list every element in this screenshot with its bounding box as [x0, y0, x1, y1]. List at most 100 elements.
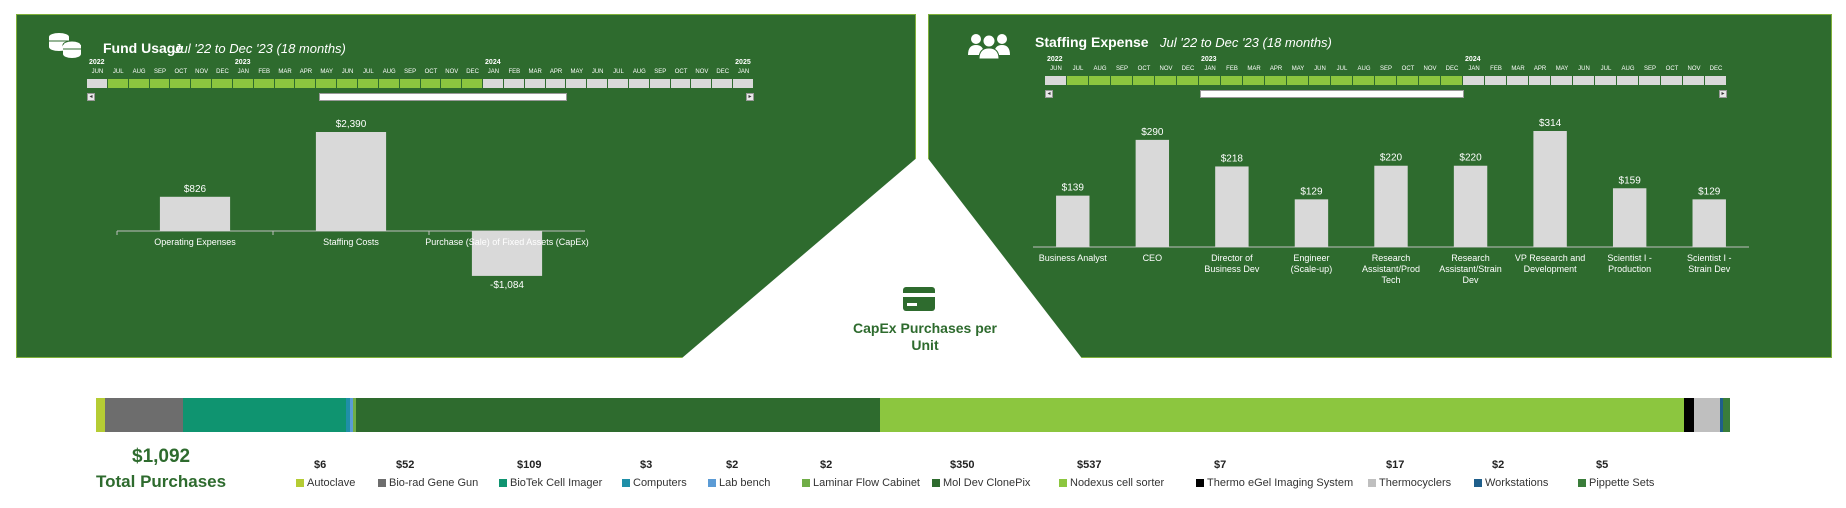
chart-category-label: Assistant/Strain: [1439, 264, 1502, 274]
timeline-month-cell[interactable]: [670, 79, 692, 88]
timeline-month-cell[interactable]: [1573, 76, 1595, 85]
timeline-month-cell[interactable]: [649, 79, 671, 88]
timeline-month-cell[interactable]: [1309, 76, 1331, 85]
timeline-month-cell[interactable]: [128, 79, 150, 88]
timeline-month-cell[interactable]: [357, 79, 379, 88]
capex-segment: [96, 398, 105, 432]
timeline-month-cell[interactable]: [608, 79, 629, 88]
chart-category-label: Strain Dev: [1688, 264, 1731, 274]
timeline-month-cell[interactable]: [691, 79, 713, 88]
timeline-month-label: DEC: [716, 69, 730, 75]
timeline-month-cell[interactable]: [1287, 76, 1309, 85]
scroll-left-button[interactable]: ◂: [1045, 90, 1053, 98]
timeline-month-label: OCT: [1665, 66, 1679, 72]
staffing-expense-title: Staffing Expense: [1035, 34, 1149, 50]
timeline-month-cell[interactable]: [232, 79, 254, 88]
timeline-month-cell[interactable]: [1221, 76, 1243, 85]
timeline-month-cell[interactable]: [1529, 76, 1551, 85]
capex-segment: [182, 398, 346, 432]
timeline-month-cell[interactable]: [378, 79, 400, 88]
timeline-month-cell[interactable]: [545, 79, 567, 88]
staffing-timeline-slicer[interactable]: JUN JUL AUG SEP OCT NOV DEC JAN FEB MAR APR MAY JUN J…: [1045, 56, 1727, 98]
timeline-month-cell[interactable]: [733, 79, 754, 88]
timeline-month-cell[interactable]: [1243, 76, 1265, 85]
timeline-month-cell[interactable]: [1507, 76, 1529, 85]
timeline-month-cell[interactable]: [1661, 76, 1683, 85]
timeline-month-cell[interactable]: [1089, 76, 1111, 85]
timeline-month-cell[interactable]: [462, 79, 484, 88]
timeline-month-cell[interactable]: [1155, 76, 1177, 85]
timeline-month-cell[interactable]: [420, 79, 442, 88]
legend-swatch: [296, 479, 304, 488]
legend-swatch: [708, 479, 716, 488]
timeline-month-cell[interactable]: [212, 79, 233, 88]
timeline-month-cell[interactable]: [1485, 76, 1507, 85]
legend-swatch: [499, 479, 507, 488]
timeline-month-cell[interactable]: [1419, 76, 1441, 85]
timeline-month-cell[interactable]: [1265, 76, 1287, 85]
timeline-month-cell[interactable]: [566, 79, 588, 88]
timeline-month-cell[interactable]: [1133, 76, 1155, 85]
timeline-month-cell[interactable]: [191, 79, 213, 88]
timeline-month-cell[interactable]: [337, 79, 358, 88]
capex-segment: [104, 398, 183, 432]
chart-bar: [315, 132, 387, 231]
timeline-scrollbar-thumb[interactable]: [1200, 90, 1464, 98]
fund-usage-bar-chart: $826 Operating Expenses $2,390 Staffing Cos…: [116, 119, 589, 291]
scroll-right-button[interactable]: ▸: [1719, 90, 1727, 98]
timeline-month-cell[interactable]: [295, 79, 317, 88]
timeline-month-cell[interactable]: [1353, 76, 1375, 85]
scroll-right-button[interactable]: ▸: [746, 93, 754, 101]
timeline-month-cell[interactable]: [441, 79, 463, 88]
timeline-month-cell[interactable]: [1331, 76, 1353, 85]
chart-data-label: $218: [1221, 153, 1244, 164]
timeline-month-cell[interactable]: [1463, 76, 1485, 85]
timeline-month-cell[interactable]: [1045, 76, 1067, 85]
timeline-month-cell[interactable]: [712, 79, 734, 88]
timeline-month-cell[interactable]: [274, 79, 296, 88]
timeline-month-label: APR: [1269, 66, 1283, 72]
legend-label: Thermocyclers: [1379, 477, 1452, 489]
capex-segment: [345, 398, 351, 432]
legend-label: Mol Dev ClonePix: [943, 477, 1031, 489]
chart-category-label: CEO: [1143, 253, 1163, 263]
timeline-month-label: MAR: [278, 69, 292, 75]
timeline-month-cell[interactable]: [1177, 76, 1199, 85]
timeline-month-cell[interactable]: [253, 79, 275, 88]
timeline-month-cell[interactable]: [107, 79, 129, 88]
timeline-scrollbar-thumb[interactable]: [319, 93, 567, 101]
legend-swatch: [802, 479, 810, 488]
timeline-month-cell[interactable]: [87, 79, 108, 88]
timeline-month-cell[interactable]: [628, 79, 650, 88]
timeline-month-label: JUN: [1578, 66, 1590, 72]
timeline-month-cell[interactable]: [1705, 76, 1727, 85]
timeline-month-cell[interactable]: [1551, 76, 1573, 85]
timeline-month-label: JUL: [1600, 66, 1612, 72]
timeline-month-cell[interactable]: [170, 79, 192, 88]
timeline-month-cell[interactable]: [1397, 76, 1419, 85]
timeline-month-cell[interactable]: [503, 79, 525, 88]
timeline-month-cell[interactable]: [1617, 76, 1639, 85]
timeline-month-cell[interactable]: [1441, 76, 1463, 85]
timeline-month-cell[interactable]: [1199, 76, 1221, 85]
timeline-month-cell[interactable]: [1111, 76, 1133, 85]
timeline-month-cell[interactable]: [1067, 76, 1089, 85]
timeline-month-cell[interactable]: [149, 79, 171, 88]
timeline-month-cell[interactable]: [316, 79, 338, 88]
fund-usage-timeline-slicer[interactable]: JUN JUL AUG SEP OCT NOV DEC JAN FEB MAR APR MAY JUN J…: [87, 59, 754, 101]
timeline-month-cell[interactable]: [1639, 76, 1661, 85]
timeline-month-cell[interactable]: [483, 79, 504, 88]
timeline-month-cell[interactable]: [1375, 76, 1397, 85]
timeline-month-label: JAN: [237, 69, 249, 75]
timeline-month-cell[interactable]: [1683, 76, 1705, 85]
timeline-month-label: AUG: [382, 69, 396, 75]
scroll-left-button[interactable]: ◂: [87, 93, 95, 101]
timeline-month-cell[interactable]: [587, 79, 609, 88]
timeline-month-cell[interactable]: [1595, 76, 1617, 85]
timeline-month-label: JUN: [341, 69, 354, 75]
timeline-month-label: DEC: [216, 69, 229, 75]
timeline-month-label: JAN: [487, 69, 500, 75]
timeline-month-label: AUG: [1621, 66, 1635, 72]
timeline-month-cell[interactable]: [524, 79, 546, 88]
timeline-month-cell[interactable]: [399, 79, 421, 88]
